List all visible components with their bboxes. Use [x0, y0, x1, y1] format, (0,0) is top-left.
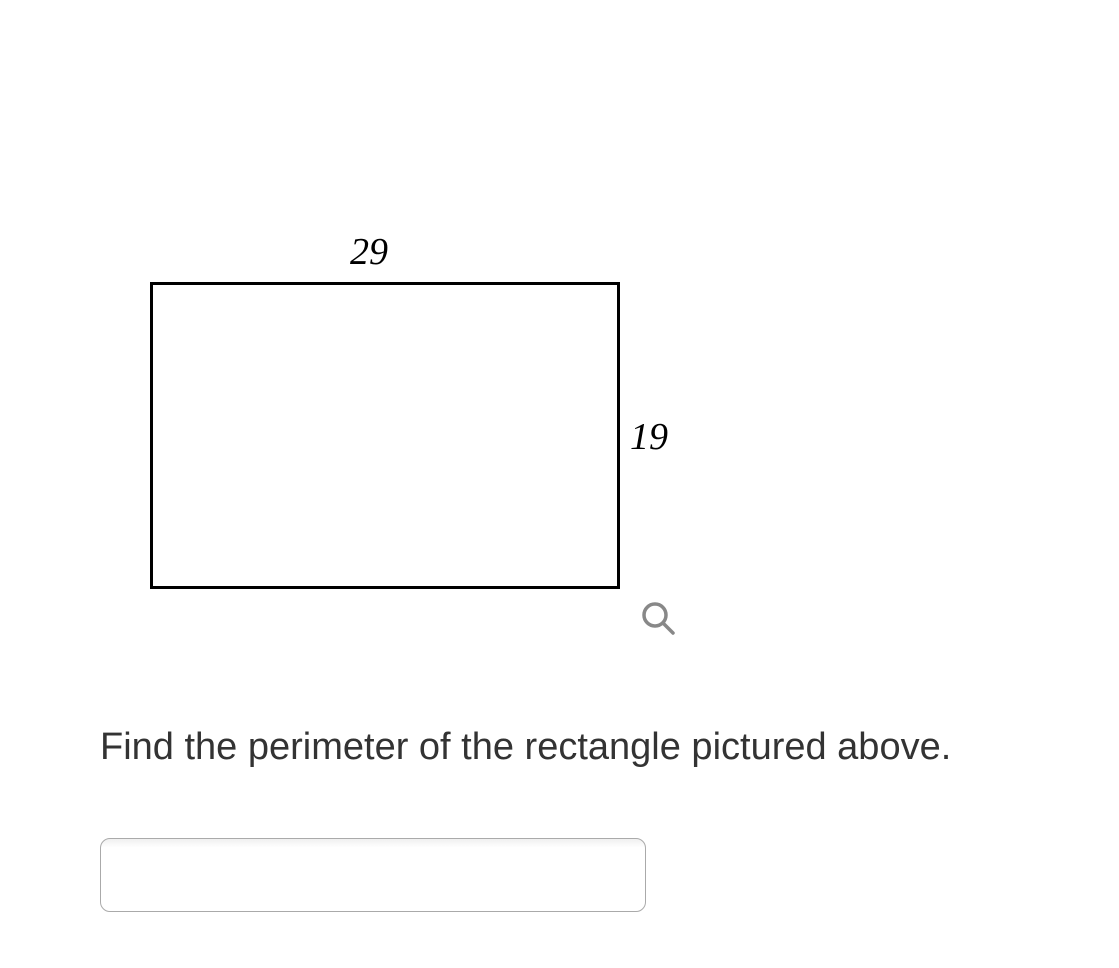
width-label: 29 — [350, 230, 388, 274]
answer-input[interactable] — [100, 838, 646, 912]
magnifier-icon[interactable] — [640, 600, 676, 636]
rectangle-shape — [150, 282, 620, 589]
height-label: 19 — [630, 415, 668, 459]
question-text: Find the perimeter of the rectangle pict… — [100, 720, 1020, 775]
rectangle-diagram: 29 19 — [150, 230, 710, 650]
